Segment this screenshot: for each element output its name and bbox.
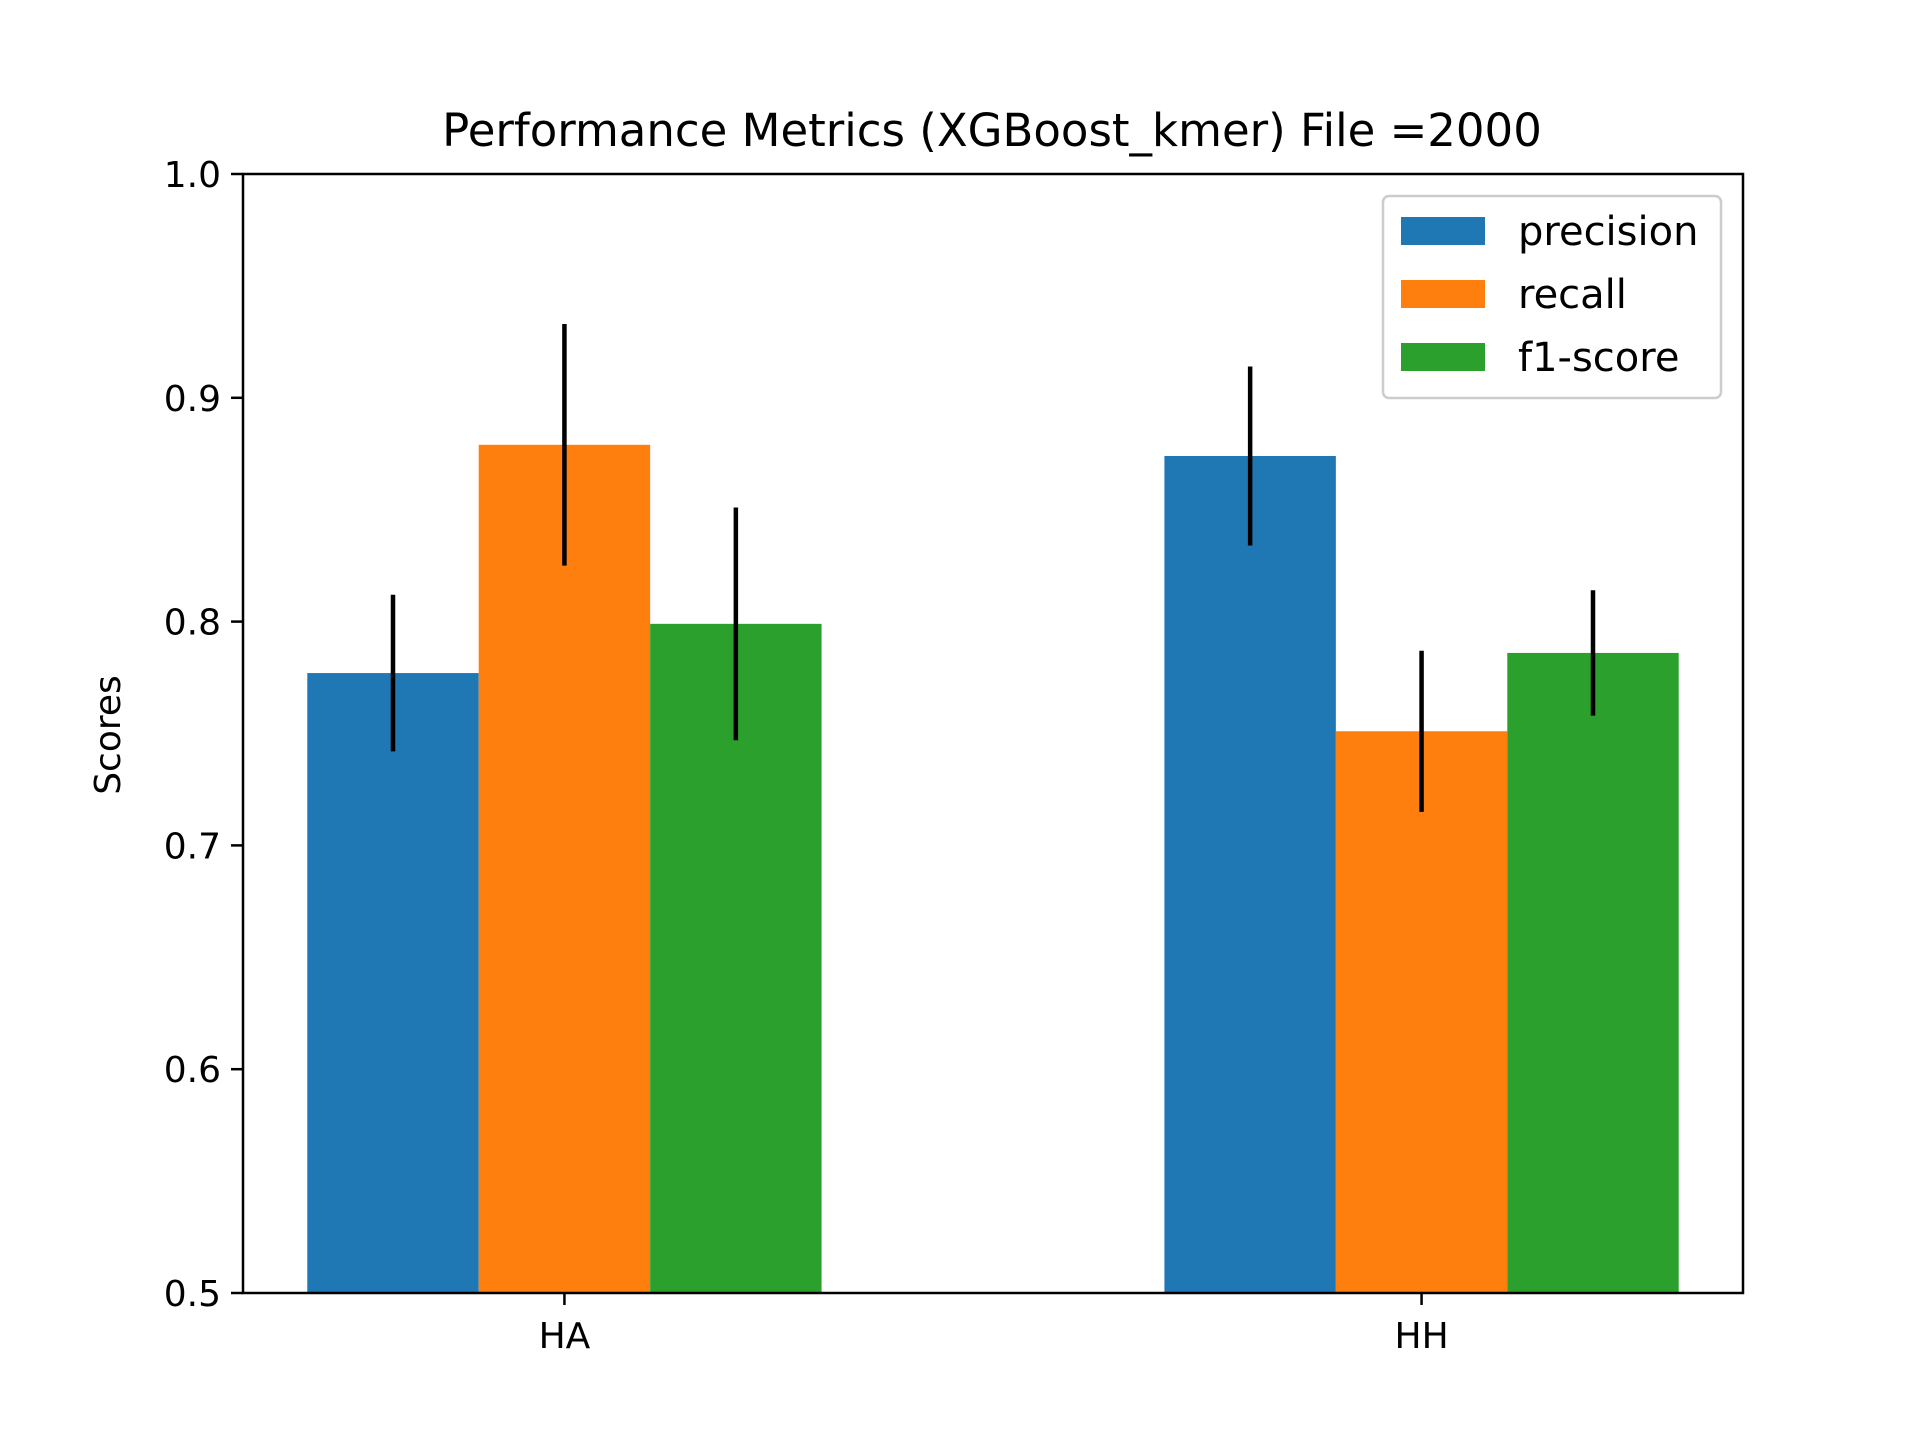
plot-frame	[241, 172, 1745, 1295]
legend-label-recall: recall	[1518, 272, 1627, 318]
x-tick-label: HH	[1395, 1316, 1449, 1357]
y-tick-label: 0.9	[164, 379, 221, 420]
bar-recall-HA	[478, 444, 651, 1294]
y-tick-label: 0.5	[164, 1274, 221, 1315]
bar-precision-HA	[307, 673, 479, 1293]
chart-title: Performance Metrics (XGBoost_kmer) File …	[442, 104, 1542, 157]
y-axis-label: Scores	[88, 675, 129, 795]
y-axis: 0.5 0.6 0.7 0.8 0.9 1.0	[164, 155, 243, 1315]
y-tick-label: 0.8	[164, 603, 221, 644]
y-tick-label: 0.6	[164, 1050, 221, 1091]
y-tick-label: 1.0	[164, 155, 221, 196]
legend-label-precision: precision	[1518, 209, 1698, 255]
bar-recall-HH	[1335, 731, 1508, 1293]
x-axis: HA HH	[539, 1293, 1449, 1357]
bars-layer	[307, 444, 1679, 1294]
x-tick-label: HA	[539, 1316, 591, 1357]
error-bars-layer	[390, 323, 1596, 812]
bar-f1-score-HH	[1507, 652, 1679, 1293]
legend: precision recall f1-score	[1381, 194, 1723, 400]
legend-swatch-precision	[1401, 217, 1485, 245]
y-tick-label: 0.7	[164, 826, 221, 867]
legend-swatch-recall	[1401, 280, 1485, 308]
legend-label-f1-score: f1-score	[1518, 335, 1679, 381]
legend-swatch-f1-score	[1401, 343, 1485, 371]
bar-precision-HH	[1164, 455, 1336, 1293]
